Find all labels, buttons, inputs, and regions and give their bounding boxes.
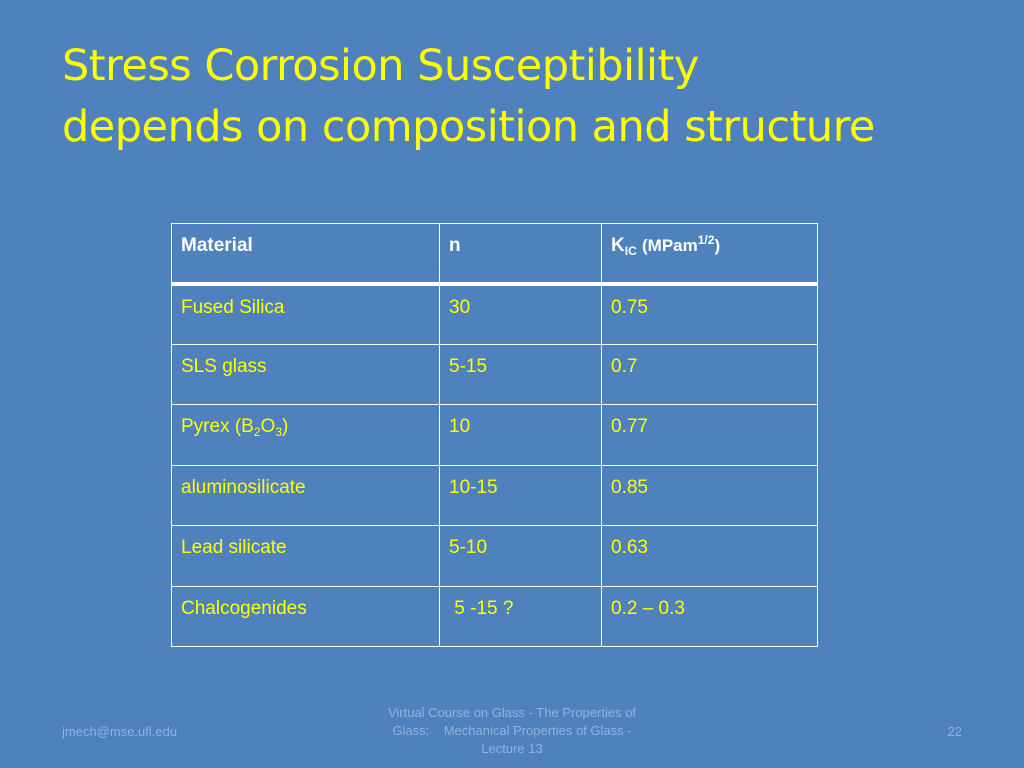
slide-title-line-1: Stress Corrosion Susceptibility <box>62 41 699 91</box>
cell-kic: 0.63 <box>601 525 818 587</box>
pyrex-subscript-2: 3 <box>275 425 283 439</box>
slide-title: Stress Corrosion Susceptibility depends … <box>62 36 1002 158</box>
cell-n: 10 <box>439 404 602 466</box>
cell-material: Fused Silica <box>171 283 440 345</box>
header-kic-symbol: K <box>611 235 625 256</box>
cell-kic: 0.75 <box>601 283 818 345</box>
header-kic: KIC (MPam1/2) <box>601 223 818 286</box>
footer-email: jmech@mse.ufl.edu <box>62 724 178 739</box>
pyrex-subscript-1: 2 <box>253 425 261 439</box>
header-kic-subscript: IC <box>624 244 637 258</box>
header-kic-unit: (MPam1/2) <box>642 233 721 255</box>
footer-course-line-3: Lecture 13 <box>481 741 543 756</box>
slide-title-line-2: depends on composition and structure <box>62 102 875 152</box>
cell-kic: 0.85 <box>601 464 818 526</box>
cell-n: 30 <box>439 283 602 345</box>
table-row: SLS glass 5-15 0.7 <box>171 343 818 405</box>
cell-material: Lead silicate <box>171 525 440 587</box>
header-kic-unit-close: ) <box>714 236 721 255</box>
cell-kic: 0.7 <box>601 343 818 405</box>
table-row: Chalcogenides 5 -15 ? 0.2 – 0.3 <box>171 585 818 647</box>
header-kic-unit-superscript: 1/2 <box>697 233 715 247</box>
properties-table: Material n KIC (MPam1/2) Fused Silica 30… <box>171 223 818 647</box>
footer-page-number: 22 <box>947 724 962 739</box>
footer-course-line-1: Virtual Course on Glass - The Properties… <box>387 705 637 720</box>
cell-n: 5 -15 ? <box>439 585 602 647</box>
table-row: Fused Silica 30 0.75 <box>171 283 818 345</box>
cell-n: 10-15 <box>439 464 602 526</box>
cell-material: Chalcogenides <box>171 585 440 647</box>
cell-kic: 0.77 <box>601 404 818 466</box>
cell-material: SLS glass <box>171 343 440 405</box>
header-kic-unit-open: (MPam <box>642 236 698 255</box>
footer-course-line-2: Glass: Mechanical Properties of Glass - <box>392 723 632 738</box>
cell-material: aluminosilicate <box>171 464 440 526</box>
footer-course-title: Virtual Course on Glass - The Properties… <box>352 704 672 758</box>
table-row: Pyrex (B2O3) 10 0.77 <box>171 404 818 466</box>
table-row: aluminosilicate 10-15 0.85 <box>171 464 818 526</box>
pyrex-mid: O <box>260 416 276 437</box>
pyrex-suffix: ) <box>282 416 289 437</box>
cell-material: Pyrex (B2O3) <box>171 404 440 466</box>
table-row: Lead silicate 5-10 0.63 <box>171 525 818 587</box>
cell-kic: 0.2 – 0.3 <box>601 585 818 647</box>
header-n: n <box>439 223 602 286</box>
cell-n: 5-15 <box>439 343 602 405</box>
header-material: Material <box>171 223 440 286</box>
cell-n: 5-10 <box>439 525 602 587</box>
table-header-row: Material n KIC (MPam1/2) <box>171 223 818 286</box>
pyrex-prefix: Pyrex (B <box>181 416 254 437</box>
